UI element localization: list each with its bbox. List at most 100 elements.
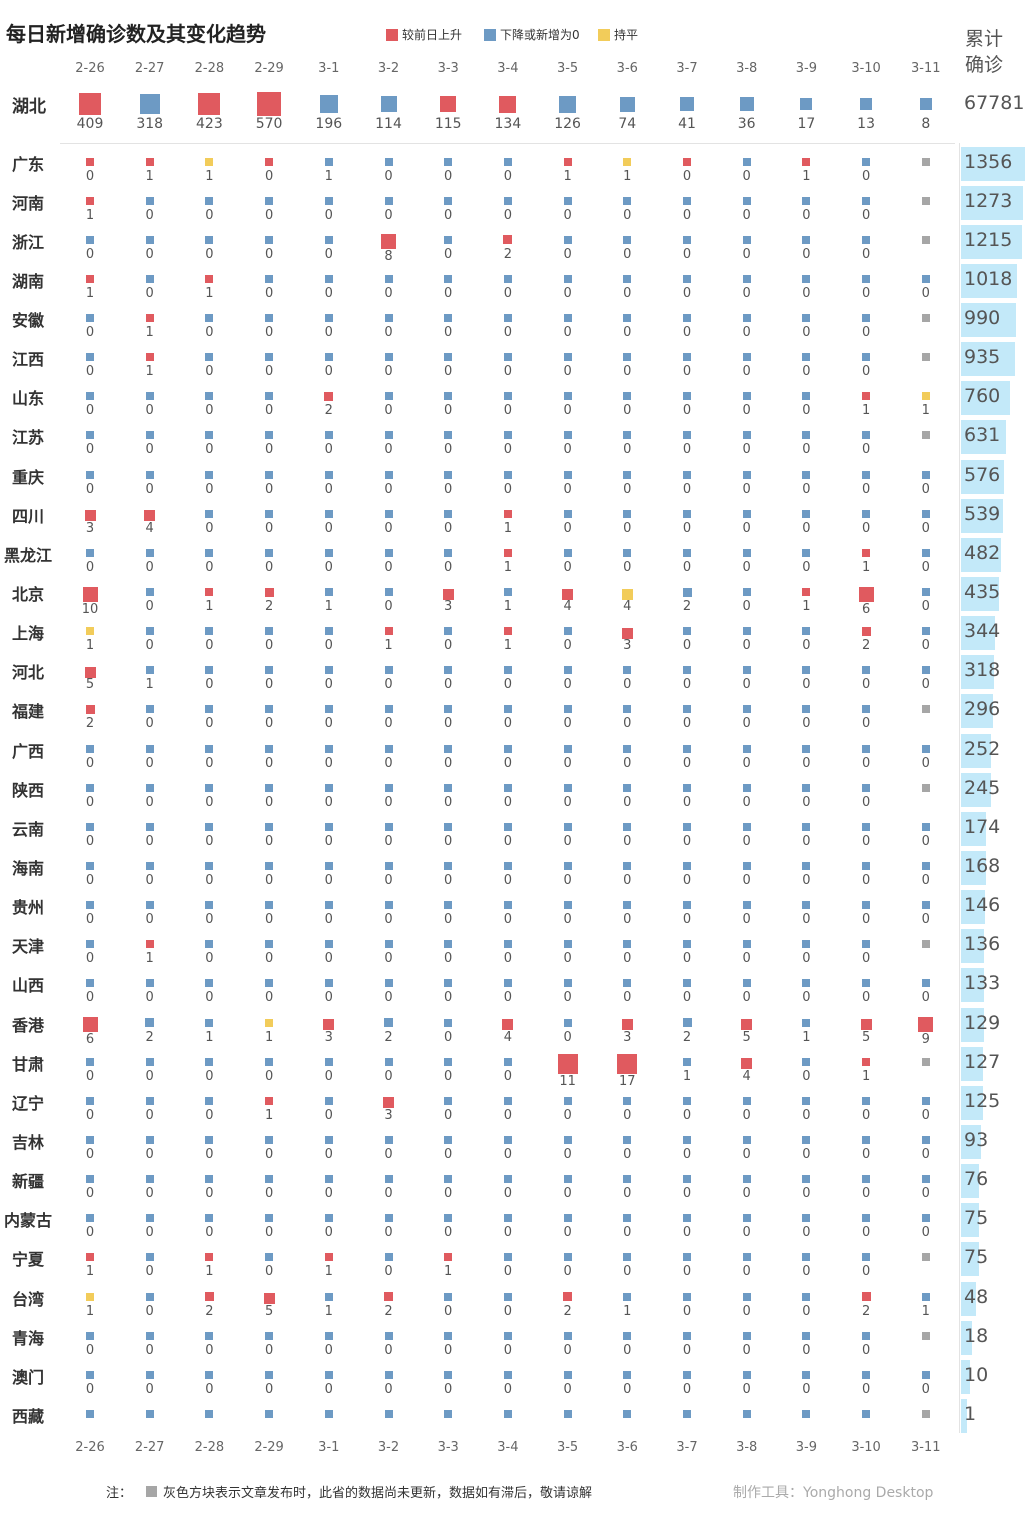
day-marker: [802, 1175, 811, 1184]
day-value: 0: [444, 833, 453, 849]
day-value: 0: [384, 873, 393, 889]
day-value: 1: [145, 364, 154, 380]
day-value: 1: [503, 599, 513, 615]
day-value: 0: [623, 755, 632, 771]
day-value: 0: [563, 794, 572, 810]
day-value: 0: [384, 1147, 393, 1162]
day-value: 0: [742, 1186, 751, 1202]
day-value: 0: [264, 951, 274, 967]
day-value: 0: [802, 873, 811, 889]
day-marker: [86, 979, 94, 988]
day-marker: [86, 1331, 94, 1340]
day-marker: [623, 783, 632, 792]
day-value: 4: [503, 1029, 513, 1045]
day-value: 1: [85, 285, 95, 301]
day-value: 5: [85, 677, 95, 693]
hubei-value: 196: [315, 116, 343, 132]
day-marker: [384, 979, 393, 988]
day-value: 0: [145, 481, 154, 497]
day-value: 0: [742, 285, 751, 301]
day-value: 0: [503, 1264, 513, 1280]
day-value: 1: [324, 168, 333, 184]
day-value: 0: [264, 325, 274, 341]
day-value: 0: [85, 1381, 95, 1397]
day-value: 1: [503, 520, 513, 536]
day-value: 0: [264, 990, 274, 1006]
day-marker: [683, 744, 691, 753]
day-marker: [205, 744, 214, 753]
day-value: 0: [85, 912, 95, 928]
hubei-value: 114: [375, 116, 402, 132]
day-marker: [503, 1253, 512, 1262]
day-value: 0: [921, 481, 930, 497]
day-value: 0: [205, 1381, 214, 1397]
day-marker: [86, 235, 94, 244]
day-value: 0: [682, 442, 692, 458]
day-marker: [205, 1057, 214, 1066]
day-marker: [324, 314, 333, 323]
day-marker: [921, 235, 930, 244]
day-value: 0: [861, 1264, 871, 1280]
day-value: 0: [324, 951, 333, 967]
day-marker: [563, 1253, 572, 1262]
day-value: 1: [861, 1068, 871, 1084]
day-marker: [84, 666, 96, 678]
day-marker: [563, 392, 572, 401]
day-marker: [862, 862, 871, 871]
day-marker: [444, 470, 453, 479]
day-marker: [384, 157, 393, 166]
day-marker: [623, 1214, 632, 1223]
day-value: 1: [682, 1068, 692, 1084]
day-value: 0: [444, 951, 453, 967]
day-marker: [205, 822, 214, 831]
day-value: 3: [324, 1029, 333, 1045]
day-marker: [683, 979, 691, 988]
day-value: 0: [682, 951, 692, 967]
day-marker: [86, 353, 94, 362]
day-marker: [324, 627, 333, 636]
day-marker: [205, 862, 214, 871]
day-value: 1: [384, 638, 393, 654]
day-value: 0: [802, 1342, 811, 1358]
day-value: 0: [503, 677, 513, 693]
day-marker: [802, 862, 811, 871]
day-value: 0: [623, 325, 632, 341]
day-value: 0: [563, 559, 572, 575]
day-value: 0: [921, 990, 930, 1006]
cumulative-value: 136: [964, 933, 1001, 956]
province-label: 河北: [12, 663, 45, 683]
day-value: 0: [384, 1186, 393, 1202]
day-marker: [562, 588, 574, 600]
day-marker: [623, 940, 632, 949]
province-label: 湖北: [12, 97, 46, 117]
day-marker: [205, 666, 214, 675]
day-marker: [623, 901, 632, 910]
day-marker: [444, 1331, 453, 1340]
day-marker: [205, 1331, 214, 1340]
day-value: 0: [85, 1342, 95, 1358]
day-value: 0: [563, 1186, 572, 1202]
day-value: 0: [384, 442, 393, 458]
day-value: 1: [145, 325, 154, 341]
day-value: 0: [444, 990, 453, 1006]
day-value: 0: [145, 599, 154, 615]
day-marker: [683, 1057, 691, 1066]
day-value: 2: [384, 1029, 393, 1045]
day-marker: [145, 901, 154, 910]
day-marker: [742, 1331, 751, 1340]
day-value: 0: [205, 990, 214, 1006]
date-label-top: 2-27: [134, 61, 165, 76]
day-value: 0: [623, 285, 632, 301]
day-marker: [683, 157, 691, 166]
day-marker: [563, 1409, 572, 1418]
day-marker: [444, 1370, 453, 1379]
cumulative-value: 127: [964, 1050, 1001, 1073]
day-marker: [145, 274, 154, 283]
day-marker: [205, 157, 214, 166]
footnote: 注： 灰色方块表示文章发布时，此省的数据尚未更新，数据如有滞后，敬请谅解: [106, 1482, 592, 1501]
day-marker: [384, 1057, 393, 1066]
day-marker: [742, 1214, 751, 1223]
province-label: 香港: [12, 1015, 45, 1035]
day-value: 0: [264, 1225, 274, 1241]
day-marker: [683, 862, 691, 871]
